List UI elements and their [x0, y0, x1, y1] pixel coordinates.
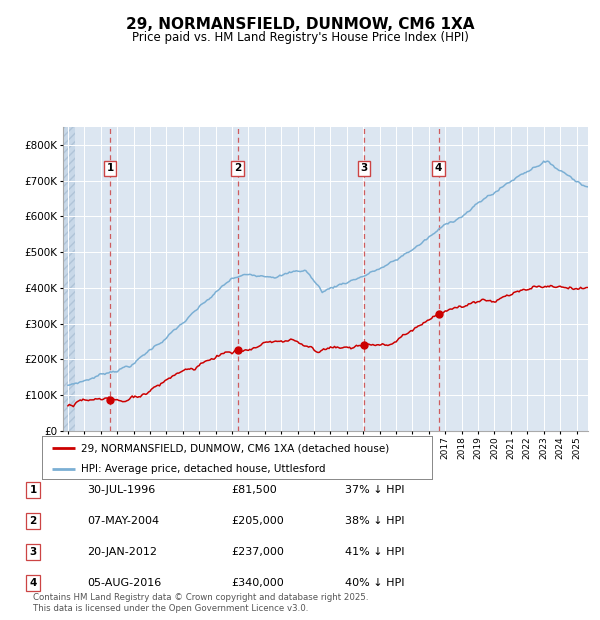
- Text: HPI: Average price, detached house, Uttlesford: HPI: Average price, detached house, Uttl…: [81, 464, 325, 474]
- Text: 4: 4: [435, 163, 442, 173]
- Text: 4: 4: [29, 578, 37, 588]
- Text: Price paid vs. HM Land Registry's House Price Index (HPI): Price paid vs. HM Land Registry's House …: [131, 31, 469, 44]
- Text: 29, NORMANSFIELD, DUNMOW, CM6 1XA (detached house): 29, NORMANSFIELD, DUNMOW, CM6 1XA (detac…: [81, 443, 389, 453]
- Text: 41% ↓ HPI: 41% ↓ HPI: [345, 547, 404, 557]
- Text: 3: 3: [29, 547, 37, 557]
- Text: £340,000: £340,000: [231, 578, 284, 588]
- Text: 1: 1: [29, 485, 37, 495]
- Text: 1: 1: [107, 163, 114, 173]
- Text: 07-MAY-2004: 07-MAY-2004: [87, 516, 159, 526]
- Text: £81,500: £81,500: [231, 485, 277, 495]
- Text: 38% ↓ HPI: 38% ↓ HPI: [345, 516, 404, 526]
- Text: 05-AUG-2016: 05-AUG-2016: [87, 578, 161, 588]
- Text: £237,000: £237,000: [231, 547, 284, 557]
- Text: 2: 2: [29, 516, 37, 526]
- Text: 2: 2: [234, 163, 241, 173]
- Text: 37% ↓ HPI: 37% ↓ HPI: [345, 485, 404, 495]
- Text: 20-JAN-2012: 20-JAN-2012: [87, 547, 157, 557]
- Text: 29, NORMANSFIELD, DUNMOW, CM6 1XA: 29, NORMANSFIELD, DUNMOW, CM6 1XA: [126, 17, 474, 32]
- Text: 3: 3: [361, 163, 368, 173]
- Text: £205,000: £205,000: [231, 516, 284, 526]
- Text: Contains HM Land Registry data © Crown copyright and database right 2025.
This d: Contains HM Land Registry data © Crown c…: [33, 593, 368, 613]
- Bar: [63, 127, 76, 431]
- Text: 40% ↓ HPI: 40% ↓ HPI: [345, 578, 404, 588]
- Text: 30-JUL-1996: 30-JUL-1996: [87, 485, 155, 495]
